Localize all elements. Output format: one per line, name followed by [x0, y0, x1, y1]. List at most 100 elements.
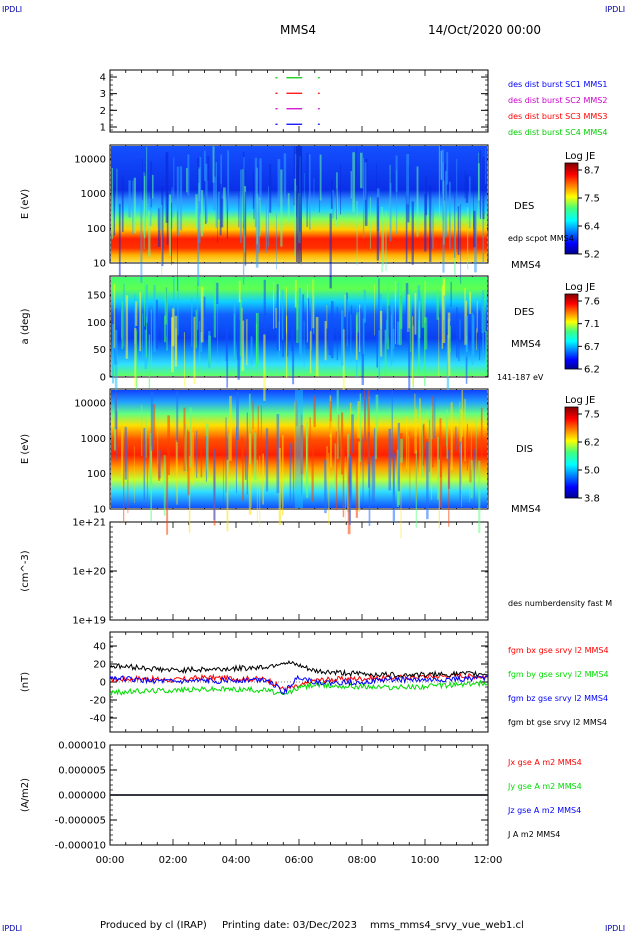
spectrogram-streak	[319, 154, 322, 201]
spectrogram-streak	[229, 395, 232, 461]
legend-entry: des dist burst SC1 MMS1	[508, 80, 607, 89]
spectrogram-streak	[329, 400, 332, 435]
spectrogram-streak	[416, 166, 419, 237]
spectrogram-streak	[415, 408, 417, 454]
spectrogram-streak	[458, 323, 460, 362]
spectrogram-streak	[466, 423, 468, 471]
spectrogram-streak	[242, 439, 244, 501]
spectrogram-streak	[482, 290, 484, 357]
spectrogram-streak	[195, 310, 198, 349]
spectrogram-streak	[217, 191, 220, 220]
spectrogram-streak	[225, 326, 227, 362]
spectrogram-streak	[362, 157, 365, 239]
spectrogram-streak	[176, 441, 178, 505]
b-field-series-line	[109, 674, 489, 696]
spectrogram-streak	[476, 301, 478, 333]
spectrogram-streak	[341, 310, 344, 366]
spectrogram-streak	[155, 299, 158, 349]
spectrogram-streak	[363, 390, 365, 455]
colorbar-tick-label: 7.5	[584, 410, 600, 421]
spectrogram-streak	[359, 304, 361, 352]
spectrogram-streak	[294, 154, 297, 192]
spectrogram-streak	[334, 443, 337, 491]
spectrogram-streak	[359, 393, 362, 463]
spectrogram-streak	[179, 166, 183, 231]
spectrogram-streak	[199, 320, 201, 373]
y-tick-label: 2	[100, 106, 106, 117]
spectrogram-streak	[253, 182, 255, 220]
spectrogram-streak	[226, 182, 228, 239]
spectrogram-streak	[287, 311, 289, 357]
spectrogram-streak	[461, 390, 464, 437]
spectrogram-streak	[167, 415, 170, 475]
spectrogram-streak	[350, 171, 352, 199]
spectrogram-streak	[176, 391, 179, 460]
colorbar-tick-label: 5.0	[584, 466, 600, 477]
spectrogram-streak	[362, 318, 365, 354]
panel-right-label: 141-187 eV	[497, 373, 544, 382]
spectrogram-streak	[330, 180, 333, 209]
spectrogram-streak	[208, 330, 211, 368]
spectrogram-streak	[424, 317, 428, 350]
y-tick-label: 0	[100, 373, 106, 384]
legend-entry: des dist burst SC3 MMS3	[508, 112, 607, 121]
footer-script: mms_mms4_srvy_vue_web1.cl	[370, 920, 524, 931]
spectrogram-streak	[421, 423, 424, 478]
spectrogram-streak	[408, 328, 411, 394]
spectrogram-streak	[479, 150, 482, 219]
spectrogram-streak	[447, 312, 451, 377]
x-tick-label: 06:00	[285, 855, 314, 866]
spectrogram-streak	[477, 163, 480, 201]
spectrogram-streak	[457, 206, 460, 255]
spectrogram-streak	[397, 321, 400, 345]
spectrogram-streak	[326, 446, 328, 481]
spectrogram-streak	[406, 153, 410, 205]
spectrogram-streak	[306, 422, 309, 498]
spectrogram-streak	[203, 150, 206, 182]
spectrogram-streak	[296, 291, 299, 343]
y-tick-label: 150	[87, 291, 106, 302]
spectrogram-streak	[293, 146, 296, 206]
y-tick-label: 0.000005	[58, 766, 106, 777]
spectrogram-streak	[196, 430, 198, 479]
spectrogram-streak	[292, 326, 295, 385]
spectrogram-streak	[253, 432, 257, 481]
spectrogram-streak	[414, 393, 416, 454]
spectrogram-streak	[342, 329, 345, 390]
spectrogram-streak	[356, 301, 358, 336]
spectrogram-streak	[217, 306, 219, 363]
y-tick-label: 1000	[81, 189, 106, 200]
spectrogram-streak	[111, 167, 113, 240]
spectrogram-streak	[220, 155, 222, 197]
spectrogram-streak	[289, 442, 292, 506]
y-tick-label: 1	[100, 123, 106, 134]
spectrogram-streak	[398, 279, 402, 346]
spectrogram-streak	[141, 404, 143, 456]
spectrogram-streak	[125, 295, 129, 359]
spectrogram-streak	[344, 456, 346, 524]
spectrogram-streak	[161, 204, 163, 275]
spectrogram-streak	[278, 447, 281, 525]
spectrogram-streak	[153, 284, 156, 353]
panel-burst-availability: 4 3 2 1	[100, 69, 489, 134]
spectrogram-streak	[187, 431, 190, 496]
colorbar-tick-label: 7.1	[584, 319, 600, 330]
spectrogram-streak	[432, 396, 434, 468]
y-tick-label: 100	[87, 224, 106, 235]
spectrogram-streak	[432, 201, 434, 250]
spectrogram-streak	[312, 278, 315, 329]
colorbar: Log JE 7.5 6.2 5.0 3.8	[564, 395, 600, 505]
spectrogram-streak	[431, 406, 434, 440]
legend-entry: Jx gse A m2 MMS4	[507, 758, 582, 767]
legend-entry: fgm bx gse srvy l2 MMS4	[508, 646, 609, 655]
spectrogram-streak	[464, 288, 466, 345]
spectrogram-streak	[400, 438, 403, 463]
spectrogram-streak	[176, 166, 179, 237]
spectrogram-streak	[397, 422, 401, 492]
spectrogram-streak	[332, 189, 334, 219]
footer-logo-right: IPDLI	[605, 924, 625, 933]
spectrogram-streak	[205, 163, 208, 223]
spectrogram-streak	[438, 459, 440, 529]
spectrogram-streak	[389, 182, 392, 242]
spectrogram-streak	[139, 292, 142, 352]
